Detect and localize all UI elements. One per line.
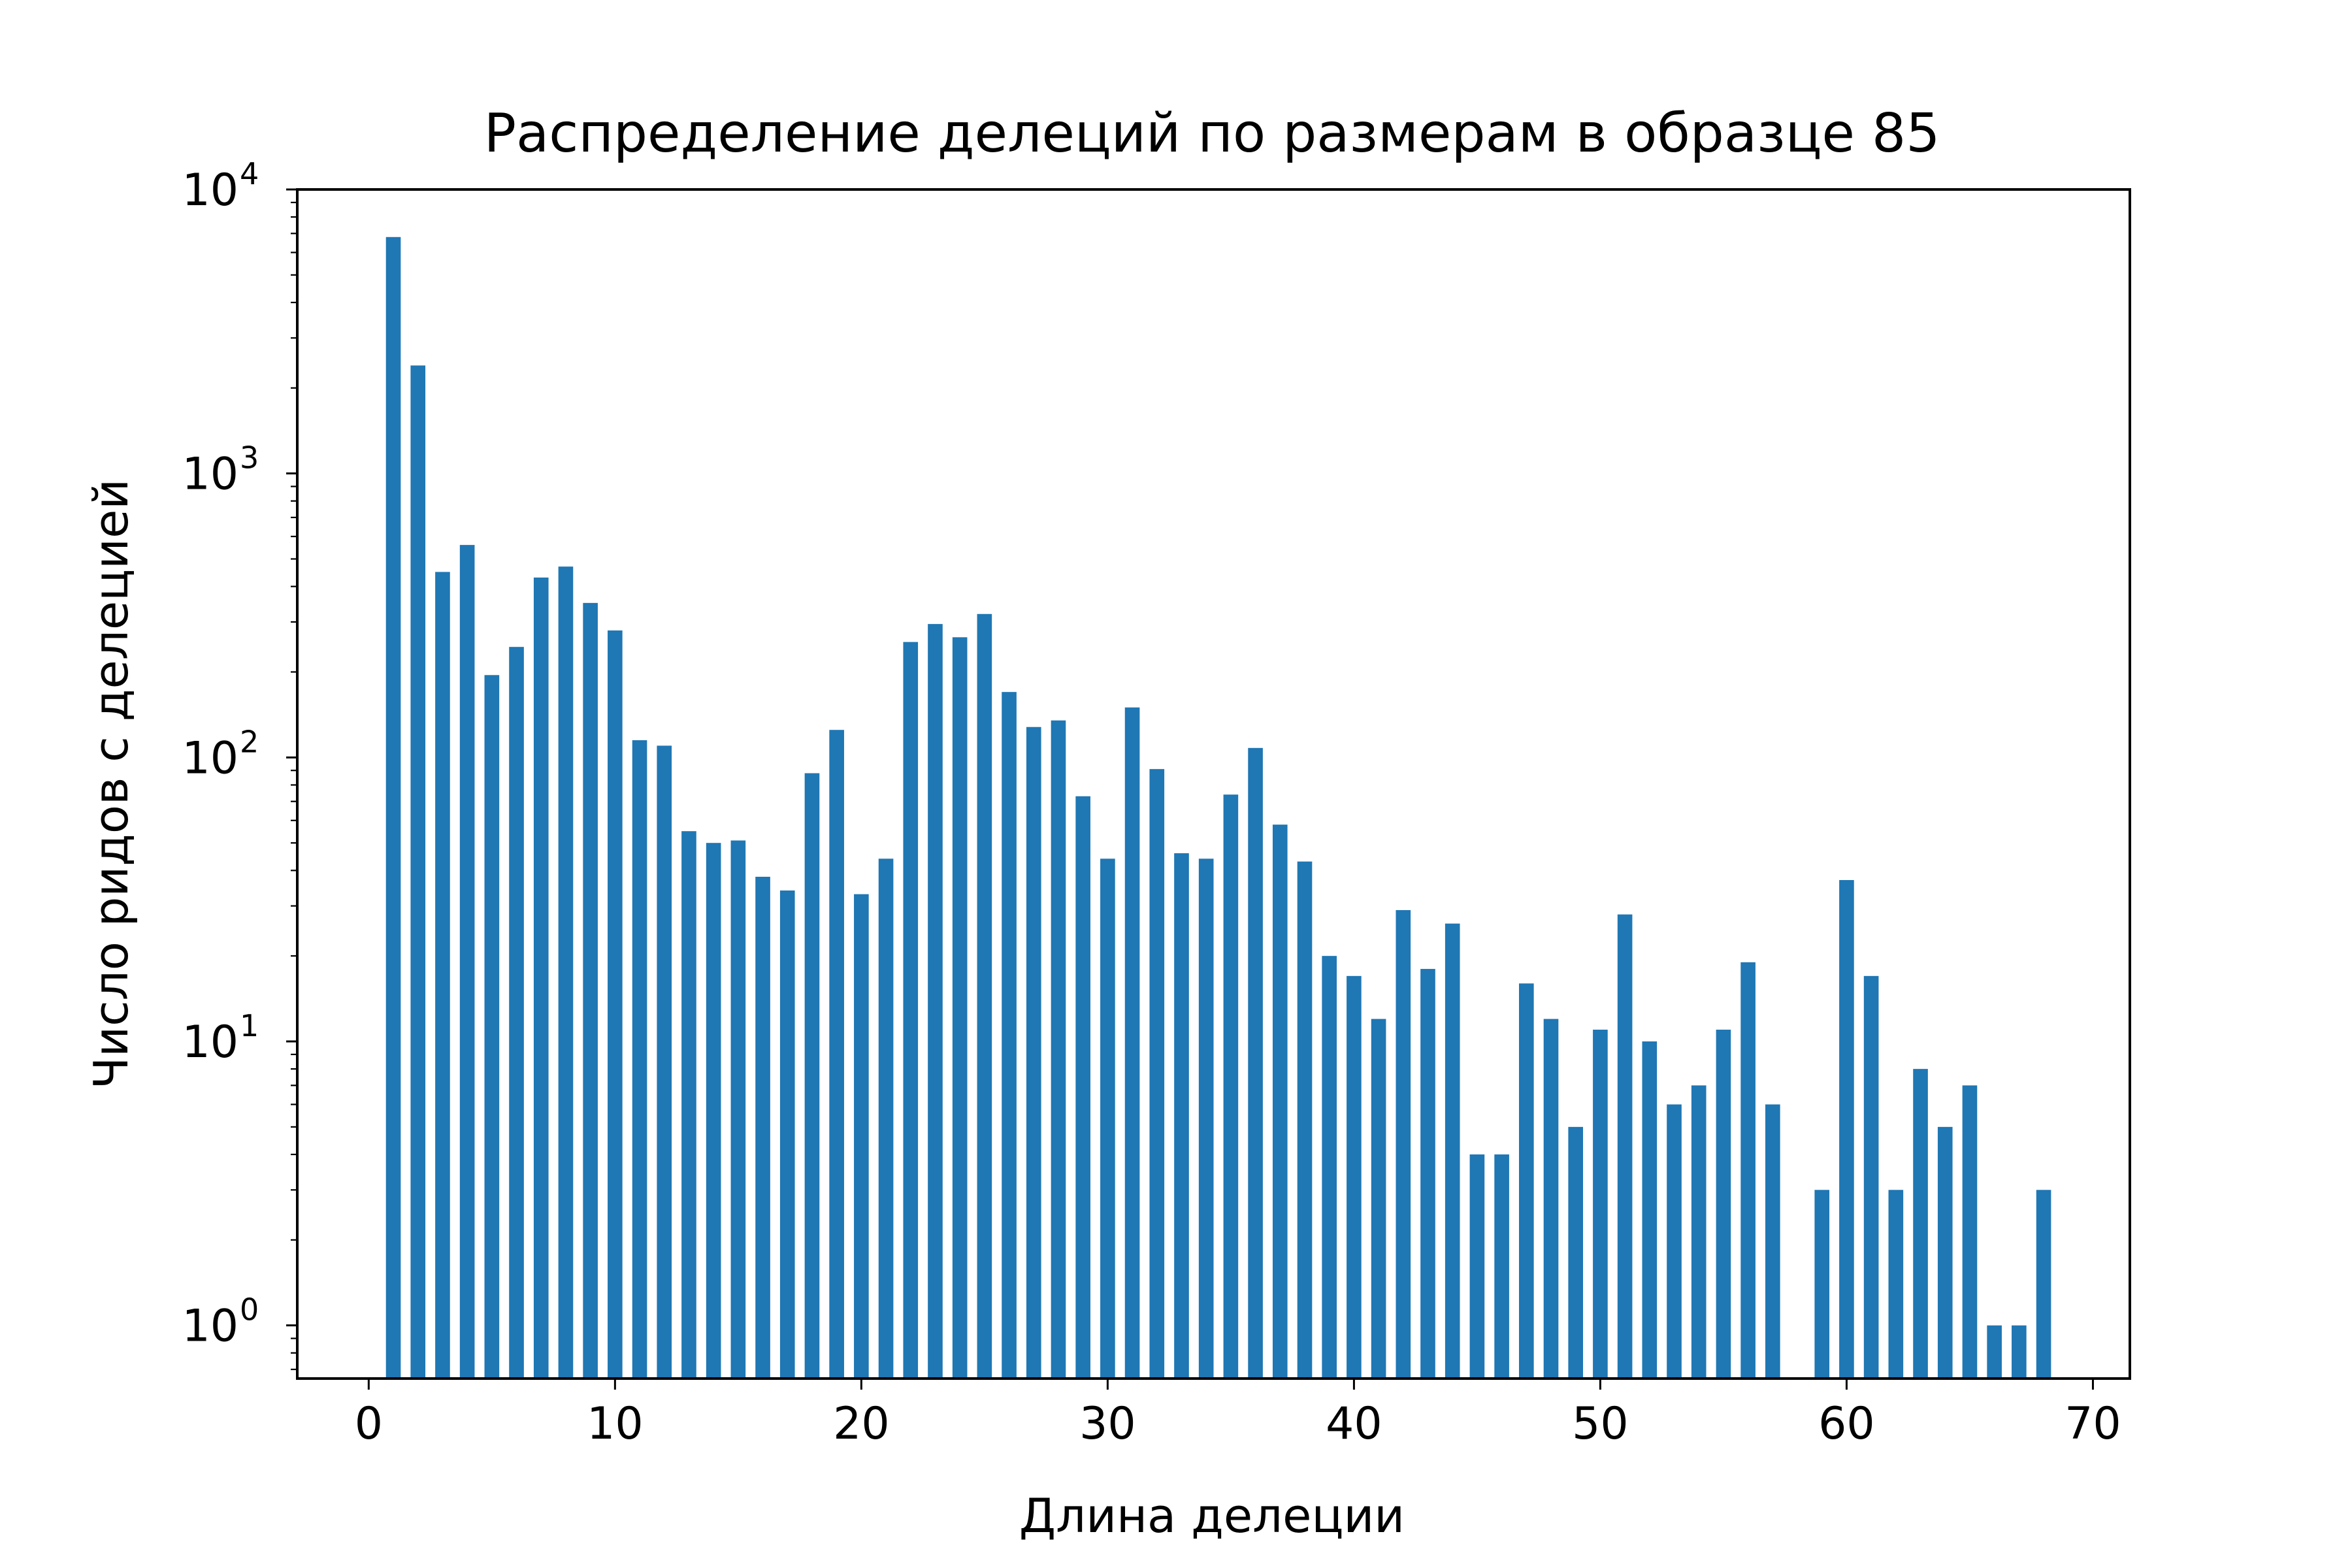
bar bbox=[1494, 1154, 1509, 1379]
y-tick-label: 10 bbox=[182, 165, 238, 216]
bar bbox=[558, 566, 574, 1379]
plot-frame bbox=[296, 188, 2131, 1380]
bar bbox=[1863, 975, 1879, 1379]
bar bbox=[1691, 1085, 1707, 1379]
bar bbox=[952, 637, 968, 1379]
bar bbox=[1100, 858, 1115, 1379]
y-tick-label: 10 bbox=[182, 449, 238, 500]
y-tick-exponent: 3 bbox=[240, 440, 259, 476]
bar bbox=[1765, 1104, 1780, 1379]
bar bbox=[459, 545, 475, 1379]
bar bbox=[1174, 853, 1189, 1379]
y-tick-label: 10 bbox=[182, 732, 238, 784]
bar bbox=[1642, 1041, 1658, 1379]
bar bbox=[1297, 861, 1313, 1379]
bar bbox=[1667, 1104, 1682, 1379]
bar bbox=[1371, 1019, 1386, 1379]
bar bbox=[878, 858, 894, 1379]
bar bbox=[1617, 914, 1633, 1379]
bar bbox=[1322, 956, 1337, 1379]
y-axis-label: Число ридов с делецией bbox=[84, 479, 139, 1089]
bar bbox=[435, 572, 450, 1379]
bar bbox=[2036, 1190, 2051, 1379]
x-tick-label: 50 bbox=[1572, 1398, 1629, 1450]
bar bbox=[1002, 692, 1017, 1379]
bar bbox=[706, 843, 721, 1379]
x-tick-label: 0 bbox=[355, 1398, 383, 1450]
y-tick-exponent: 2 bbox=[240, 724, 259, 759]
bar bbox=[1026, 727, 1041, 1379]
bar bbox=[854, 894, 869, 1379]
bar bbox=[632, 740, 647, 1379]
bar bbox=[1913, 1069, 1928, 1379]
bar bbox=[804, 773, 820, 1379]
x-tick-label: 40 bbox=[1326, 1398, 1382, 1450]
bar bbox=[1568, 1126, 1584, 1379]
bar bbox=[928, 624, 943, 1379]
y-tick-exponent: 0 bbox=[240, 1292, 259, 1328]
bar bbox=[1198, 858, 1214, 1379]
bar bbox=[1420, 969, 1435, 1379]
bar bbox=[509, 647, 524, 1379]
bar bbox=[755, 876, 770, 1379]
bar bbox=[1543, 1019, 1559, 1379]
bar bbox=[1051, 720, 1066, 1379]
bar bbox=[1839, 880, 1854, 1379]
bar bbox=[1519, 983, 1534, 1379]
x-axis-label: Длина делеции bbox=[1019, 1488, 1405, 1543]
x-tick-label: 70 bbox=[2065, 1398, 2121, 1450]
bar bbox=[1124, 707, 1140, 1379]
bar bbox=[410, 365, 426, 1379]
y-tick-label: 10 bbox=[182, 1301, 238, 1352]
bar bbox=[1716, 1030, 1731, 1379]
bar bbox=[1740, 962, 1756, 1379]
x-tick-label: 60 bbox=[1818, 1398, 1875, 1450]
y-tick-label: 10 bbox=[182, 1017, 238, 1068]
bar bbox=[1396, 910, 1411, 1379]
bar bbox=[1814, 1190, 1830, 1379]
bar bbox=[2012, 1325, 2027, 1379]
chart-title: Распределение делеций по размерам в обра… bbox=[484, 103, 1940, 165]
bar bbox=[1248, 747, 1263, 1379]
bar bbox=[1223, 794, 1239, 1379]
bar bbox=[779, 890, 795, 1379]
x-tick-label: 10 bbox=[587, 1398, 644, 1450]
y-tick-exponent: 1 bbox=[240, 1008, 259, 1043]
bars-group bbox=[385, 237, 2051, 1379]
x-tick-label: 30 bbox=[1079, 1398, 1136, 1450]
bar bbox=[977, 613, 992, 1379]
bar bbox=[681, 831, 696, 1379]
x-tick-label: 20 bbox=[833, 1398, 890, 1450]
bar bbox=[1149, 769, 1165, 1379]
y-tick-exponent: 4 bbox=[240, 156, 259, 191]
bar bbox=[903, 642, 919, 1379]
bar bbox=[608, 630, 623, 1379]
bar bbox=[1347, 975, 1362, 1379]
bar bbox=[1987, 1325, 2002, 1379]
bar bbox=[1593, 1030, 1608, 1379]
bar bbox=[1272, 825, 1288, 1379]
x-axis-ticks: 0 10 20 30 40 50 60 70 bbox=[355, 1379, 2121, 1450]
bar bbox=[1469, 1154, 1485, 1379]
bar bbox=[829, 730, 844, 1379]
bar bbox=[583, 602, 598, 1379]
bar bbox=[533, 577, 549, 1379]
bar bbox=[1937, 1126, 1953, 1379]
bar bbox=[484, 675, 500, 1379]
bar bbox=[657, 745, 672, 1379]
bar bbox=[730, 840, 746, 1379]
bar bbox=[1075, 796, 1090, 1379]
bar bbox=[1445, 923, 1460, 1379]
bar bbox=[1888, 1190, 1904, 1379]
bar bbox=[1962, 1085, 1978, 1379]
bar bbox=[385, 237, 401, 1379]
